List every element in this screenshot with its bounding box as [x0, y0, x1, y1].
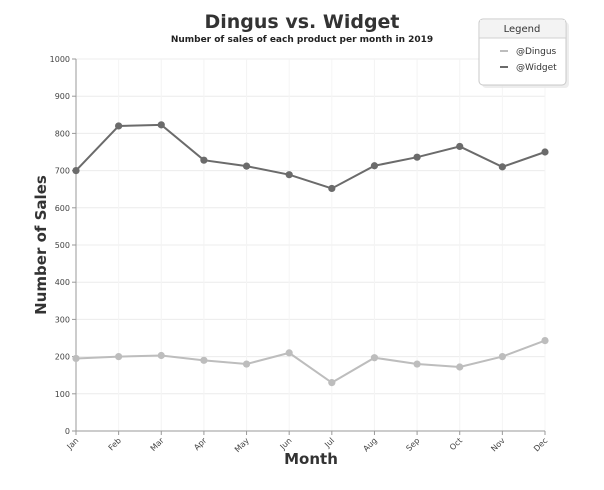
y-tick-label: 0 [65, 427, 70, 436]
series-line-widget [75, 123, 546, 190]
data-point-widget [370, 162, 379, 170]
legend-item-label: @Widget [516, 63, 557, 73]
series-layer [72, 121, 549, 387]
x-tick-label: Feb [107, 436, 123, 452]
data-point-dingus [200, 356, 208, 364]
data-point-dingus [498, 353, 506, 361]
y-tick-label: 700 [55, 167, 70, 176]
series-widget [72, 121, 549, 193]
data-point-widget [541, 148, 549, 156]
data-point-widget [413, 153, 421, 161]
chart-subtitle: Number of sales of each product per mont… [171, 35, 433, 45]
x-tick-label: Aug [361, 436, 378, 453]
data-point-widget [456, 142, 464, 151]
x-tick-label: Oct [448, 436, 464, 452]
y-axis-ticks: 0 100 200 300 400 500 600 700 800 900 1000 [50, 55, 76, 436]
y-tick-label: 1000 [50, 55, 70, 64]
data-point-widget [498, 163, 506, 171]
data-point-widget [242, 162, 251, 170]
y-tick-label: 400 [55, 278, 70, 287]
y-tick-label: 200 [55, 353, 70, 362]
data-point-dingus [541, 337, 549, 345]
data-point-widget [157, 121, 165, 129]
series-dingus [72, 337, 549, 387]
x-tick-label: Jan [65, 436, 81, 452]
legend-item-label: @Dingus [516, 47, 557, 57]
y-tick-label: 100 [55, 390, 70, 399]
x-tick-label: Dec [532, 436, 549, 453]
gridlines [75, 58, 546, 431]
series-line-dingus [75, 339, 546, 384]
data-point-widget [200, 156, 208, 164]
y-tick-label: 300 [55, 315, 70, 324]
data-point-widget [328, 184, 336, 193]
legend: Legend @Dingus @Widget [478, 18, 569, 88]
data-point-dingus [115, 353, 123, 361]
x-tick-label: Nov [489, 436, 507, 454]
y-tick-label: 500 [55, 241, 70, 250]
x-tick-label: Jul [322, 436, 336, 450]
x-tick-label: Apr [192, 436, 209, 453]
chart-title: Dingus vs. Widget [204, 11, 399, 33]
data-point-dingus [157, 351, 165, 360]
data-point-dingus [456, 363, 464, 371]
y-tick-label: 800 [55, 129, 70, 138]
data-point-dingus [242, 360, 251, 368]
data-point-dingus [285, 349, 293, 357]
data-point-widget [72, 167, 80, 175]
data-point-widget [115, 122, 123, 130]
x-tick-label: May [233, 436, 251, 454]
x-tick-label: Mar [149, 436, 167, 454]
data-point-dingus [328, 379, 336, 387]
legend-title: Legend [504, 24, 541, 35]
legend-items: @Dingus @Widget [500, 47, 557, 73]
data-point-dingus [370, 354, 379, 362]
data-point-dingus [72, 354, 80, 363]
data-point-widget [285, 171, 293, 179]
y-tick-label: 600 [55, 204, 70, 213]
y-tick-label: 900 [55, 92, 70, 101]
x-axis-title: Month [284, 450, 338, 468]
x-tick-label: Sep [404, 436, 421, 453]
y-axis-title: Number of Sales [32, 175, 50, 315]
legend-header [480, 20, 565, 38]
data-point-dingus [413, 360, 421, 368]
